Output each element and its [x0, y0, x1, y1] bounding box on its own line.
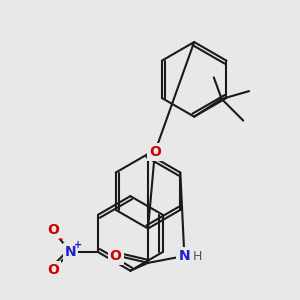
Text: +: + — [74, 240, 83, 250]
Text: O: O — [47, 224, 59, 238]
Text: N: N — [178, 249, 190, 263]
Text: O: O — [149, 145, 161, 159]
Text: O: O — [110, 249, 122, 263]
Text: -: - — [57, 233, 62, 246]
Text: H: H — [192, 250, 202, 262]
Text: N: N — [65, 245, 76, 259]
Text: O: O — [47, 263, 59, 277]
